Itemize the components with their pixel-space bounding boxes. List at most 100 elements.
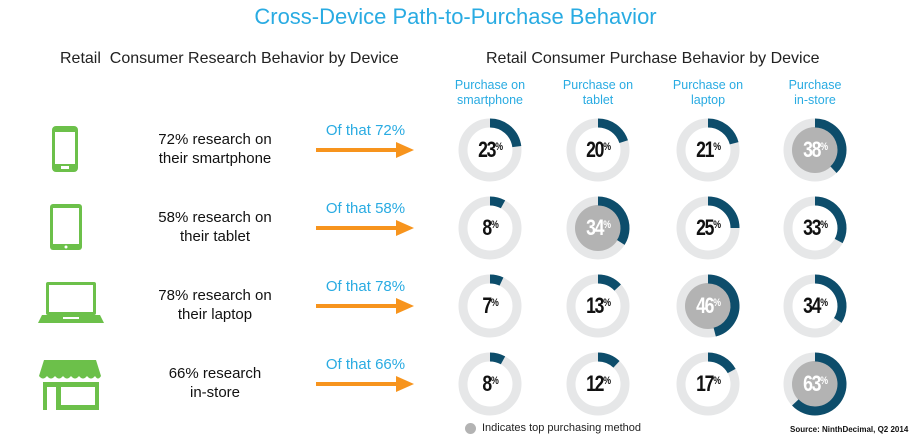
- donut-label: 34%: [787, 271, 843, 341]
- percent-sign: %: [713, 219, 721, 231]
- donut-arc: [707, 352, 736, 374]
- donut-arc: [489, 196, 506, 209]
- donut-value: 33: [803, 215, 821, 240]
- laptop-icon: [38, 280, 104, 329]
- donut: 63%: [780, 349, 850, 419]
- donut-value: 12: [586, 371, 604, 396]
- donut-arc: [707, 274, 740, 337]
- donut-value: 23: [478, 137, 496, 162]
- donut-label: 7%: [462, 271, 518, 341]
- purchase-header: Retail Consumer Purchase Behavior by Dev…: [486, 50, 820, 67]
- donut-label: 23%: [462, 115, 518, 185]
- source-note: Source: NinthDecimal, Q2 2014: [790, 425, 909, 434]
- donut-value: 8: [482, 371, 492, 396]
- donut-svg: [458, 196, 522, 260]
- column-header-line: laptop: [690, 93, 726, 107]
- column-header: Purchase in-store: [765, 78, 865, 108]
- arrow-icon: [316, 220, 414, 236]
- research-line: 72% research on: [158, 131, 272, 148]
- donut-svg: [783, 196, 847, 260]
- donut-svg: [676, 352, 740, 416]
- column-header-line: in-store: [794, 93, 836, 107]
- column-header: Purchase on tablet: [548, 78, 648, 108]
- percent-sign: %: [820, 375, 828, 387]
- smartphone-icon: [50, 124, 80, 179]
- of-that-label: Of that 78%: [325, 278, 406, 295]
- percent-sign: %: [603, 297, 611, 309]
- donut-label: 20%: [570, 115, 626, 185]
- research-line: in-store: [189, 384, 241, 401]
- research-header: Retail Consumer Research Behavior by Dev…: [60, 50, 399, 67]
- percent-sign: %: [713, 141, 721, 153]
- top-method-disk: [792, 127, 838, 173]
- donut-svg: [783, 352, 847, 416]
- percent-sign: %: [820, 297, 828, 309]
- donut: 33%: [780, 193, 850, 263]
- legend-dot: [465, 422, 476, 434]
- percent-sign: %: [490, 297, 499, 309]
- column-header-line: Purchase on: [454, 78, 526, 92]
- donut-svg: [458, 352, 522, 416]
- donut-svg: [566, 352, 630, 416]
- of-that-label: Of that 58%: [325, 200, 406, 217]
- donut-arc: [597, 274, 621, 291]
- column-header-line: tablet: [582, 93, 614, 107]
- donut-svg: [783, 118, 847, 182]
- donut-arc: [597, 352, 620, 368]
- donut-value: 7: [482, 293, 492, 318]
- donut-arc: [489, 118, 522, 148]
- column-header-line: Purchase on: [562, 78, 634, 92]
- donut-arc: [792, 352, 847, 416]
- donut: 8%: [455, 193, 525, 263]
- donut-arc: [489, 274, 504, 286]
- donut-arc: [707, 118, 739, 145]
- donut-svg: [676, 196, 740, 260]
- research-line: their laptop: [177, 306, 253, 323]
- research-line: 58% research on: [158, 209, 272, 226]
- donut-arc: [489, 352, 506, 365]
- research-text: 66% research in-store: [135, 364, 295, 402]
- percent-sign: %: [820, 141, 828, 153]
- donut-label: 25%: [680, 193, 736, 263]
- research-line: their smartphone: [158, 150, 272, 167]
- top-method-disk: [792, 361, 838, 407]
- arrow-icon: [316, 142, 414, 158]
- top-method-disk: [685, 283, 731, 329]
- research-line: 66% research: [168, 365, 262, 382]
- donut: 8%: [455, 349, 525, 419]
- donut-svg: [676, 118, 740, 182]
- column-header-line: smartphone: [456, 93, 523, 107]
- page-title: Cross-Device Path-to-Purchase Behavior: [254, 4, 657, 29]
- percent-sign: %: [713, 375, 721, 387]
- donut-arc: [814, 196, 847, 244]
- donut-label: 21%: [680, 115, 736, 185]
- donut: 34%: [780, 271, 850, 341]
- percent-sign: %: [603, 219, 611, 231]
- column-header: Purchase on laptop: [658, 78, 758, 108]
- donut-value: 46: [696, 293, 714, 318]
- donut-svg: [566, 118, 630, 182]
- column-header-line: Purchase: [788, 78, 842, 92]
- donut-value: 21: [696, 137, 714, 162]
- donut-value: 8: [482, 215, 492, 240]
- research-text: 72% research on their smartphone: [135, 130, 295, 168]
- donut-svg: [566, 274, 630, 338]
- percent-sign: %: [490, 219, 499, 231]
- donut-label: 46%: [680, 271, 736, 341]
- top-method-disk: [575, 205, 621, 251]
- donut-value: 34: [586, 215, 604, 240]
- donut-label: 33%: [787, 193, 843, 263]
- donut-value: 25: [696, 215, 714, 240]
- store-icon: [38, 358, 102, 415]
- of-that-label: Of that 66%: [325, 356, 406, 373]
- of-that-label: Of that 72%: [325, 122, 406, 139]
- donut: 38%: [780, 115, 850, 185]
- donut: 20%: [563, 115, 633, 185]
- column-header: Purchase on smartphone: [440, 78, 540, 108]
- donut-svg: [783, 274, 847, 338]
- donut: 34%: [563, 193, 633, 263]
- donut: 23%: [455, 115, 525, 185]
- donut-value: 38: [803, 137, 821, 162]
- legend: Indicates top purchasing method: [465, 422, 641, 434]
- percent-sign: %: [490, 375, 499, 387]
